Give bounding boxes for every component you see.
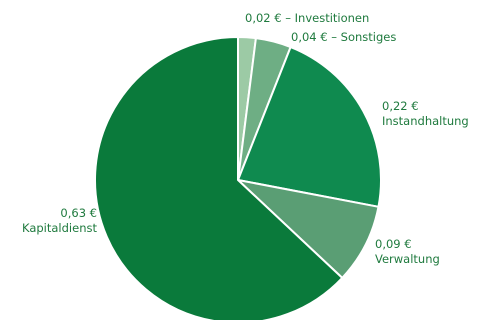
label-investitionen-value: 0,02 €	[245, 11, 282, 25]
pie-slice-kapitaldienst	[94, 36, 344, 320]
pie-slices	[94, 36, 382, 320]
label-sonstiges-value: 0,04 €	[291, 30, 328, 44]
label-instandhaltung-category: Instandhaltung	[382, 114, 469, 128]
label-kapitaldienst-category: Kapitaldienst	[22, 221, 97, 235]
label-sonstiges-category: Sonstiges	[340, 30, 397, 44]
pie-slice-verwaltung	[237, 179, 380, 279]
label-instandhaltung: 0,22 € Instandhaltung	[382, 99, 469, 129]
label-investitionen: 0,02 € – Investitionen	[245, 11, 369, 26]
label-verwaltung-value: 0,09 €	[375, 237, 412, 251]
label-kapitaldienst-value: 0,63 €	[60, 206, 97, 220]
label-kapitaldienst: 0,63 € Kapitaldienst	[22, 206, 97, 236]
label-instandhaltung-value: 0,22 €	[382, 99, 419, 113]
label-verwaltung-category: Verwaltung	[375, 252, 440, 266]
label-investitionen-category: Investitionen	[294, 11, 370, 25]
pie-slice-instandhaltung	[237, 46, 382, 208]
label-investitionen-separator: –	[281, 11, 295, 25]
label-sonstiges: 0,04 € – Sonstiges	[291, 30, 396, 45]
label-verwaltung: 0,09 € Verwaltung	[375, 237, 440, 267]
label-sonstiges-separator: –	[327, 30, 341, 44]
